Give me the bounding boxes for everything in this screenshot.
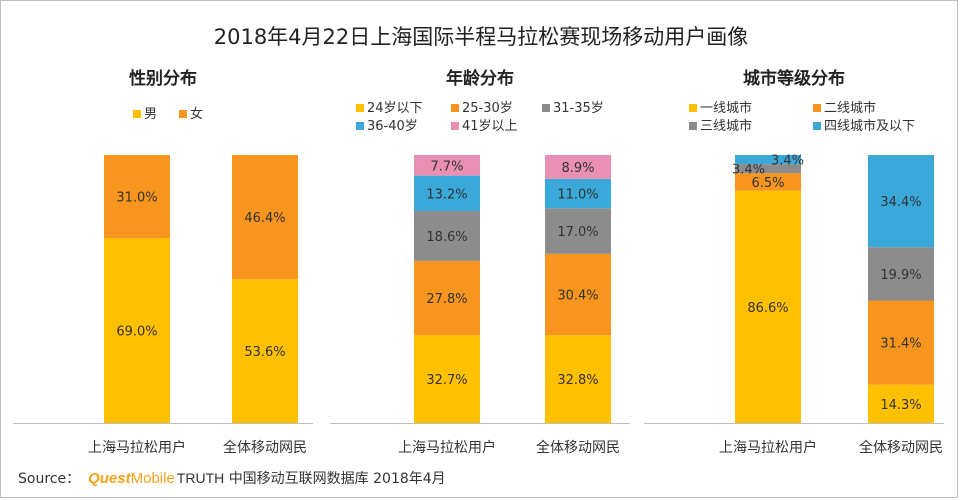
source-text: 中国移动互联网数据库 2018年4月: [228, 471, 446, 487]
source-footer: Source： QuestMobile TRUTH 中国移动互联网数据库 2018年…: [18, 468, 446, 488]
data-label: 32.8%: [557, 373, 598, 388]
data-label: 18.6%: [426, 230, 467, 245]
bar-segment: [735, 155, 801, 165]
bar-segment: [232, 279, 298, 423]
bar-segment: [104, 238, 170, 423]
bar-stack: 14.3% 31.4% 19.9% 34.4%: [868, 155, 934, 423]
legend-label: 男: [144, 107, 157, 122]
brand-truth: TRUTH: [176, 470, 225, 486]
legend-label: 41岁以上: [462, 119, 518, 134]
data-label: 86.6%: [747, 301, 788, 316]
bar-segment: [414, 335, 480, 423]
category-label: 全体移动网民: [859, 439, 943, 456]
chart-title: 性别分布: [129, 68, 197, 89]
legend-label: 36-40岁: [367, 119, 418, 134]
bar-stack: 32.8% 30.4% 17.0% 11.0% 8.9%: [545, 155, 611, 423]
category-label: 上海马拉松用户: [719, 439, 817, 456]
category-label: 全体移动网民: [223, 439, 307, 456]
bar-segment: [414, 260, 480, 336]
data-label: 13.2%: [426, 187, 467, 202]
bar-segment: [545, 178, 611, 209]
bar-segment: [104, 155, 170, 239]
source-label: Source：: [18, 471, 81, 487]
legend-label: 25-30岁: [462, 101, 513, 116]
bar-segment: [868, 155, 934, 248]
data-label: 31.0%: [116, 191, 157, 206]
data-label: 11.0%: [557, 188, 598, 203]
chart-panel-2: 年龄分布 24岁以下 25-30岁 31-35岁 36-40岁 41岁以上 32.7% 27.…: [330, 68, 630, 456]
data-label: 17.0%: [557, 225, 598, 240]
legend-label: 24岁以下: [367, 101, 423, 116]
bar-segment: [735, 190, 801, 423]
bar-stack: 32.7% 27.8% 18.6% 13.2% 7.7%: [414, 155, 480, 423]
legend-swatch: [813, 122, 821, 130]
data-label: 53.6%: [244, 345, 285, 360]
legend-swatch: [179, 110, 187, 118]
bar-segment: [868, 384, 934, 423]
legend-swatch: [813, 104, 821, 112]
legend-swatch: [356, 104, 364, 112]
figure-title: 2018年4月22日上海国际半程马拉松赛现场移动用户画像: [213, 25, 749, 49]
bar-segment: [735, 164, 801, 174]
bar-segment: [545, 253, 611, 336]
data-label: 3.4%: [771, 154, 804, 169]
legend-label: 四线城市及以下: [824, 118, 915, 134]
data-label: 32.7%: [426, 373, 467, 388]
bar-segment: [545, 208, 611, 254]
bar-segment: [545, 155, 611, 179]
legend-swatch: [451, 104, 459, 112]
bar-segment: [414, 211, 480, 261]
bar-segment: [735, 173, 801, 191]
legend-label: 三线城市: [700, 118, 752, 134]
legend-label: 二线城市: [824, 100, 876, 116]
legend: 24岁以下 25-30岁 31-35岁 36-40岁 41岁以上: [356, 101, 604, 134]
bar-stack: 86.6%6.5%3.4%3.4%: [732, 154, 804, 423]
data-label: 14.3%: [880, 398, 921, 413]
data-label: 69.0%: [116, 325, 157, 340]
legend-label: 31-35岁: [553, 101, 604, 116]
legend-label: 女: [190, 106, 203, 122]
legend-swatch: [451, 122, 459, 130]
data-label: 8.9%: [561, 161, 594, 176]
bar-segment: [414, 175, 480, 212]
chart-title: 城市等级分布: [743, 68, 845, 89]
legend: 男女: [133, 106, 203, 122]
legend-swatch: [133, 110, 141, 118]
data-label: 6.5%: [751, 176, 784, 191]
bar-segment: [545, 335, 611, 423]
bar-segment: [868, 247, 934, 301]
bar-segment: [868, 300, 934, 385]
bar-stack: 69.0% 31.0%: [104, 155, 170, 423]
data-label: 7.7%: [430, 159, 463, 174]
legend-swatch: [542, 104, 550, 112]
legend-label: 一线城市: [700, 100, 752, 116]
category-label: 上海马拉松用户: [398, 439, 496, 456]
legend-swatch: [689, 104, 697, 112]
chart-title: 年龄分布: [446, 68, 514, 89]
category-label: 上海马拉松用户: [88, 439, 186, 456]
category-label: 全体移动网民: [536, 439, 620, 456]
brand-logo: QuestMobile: [88, 470, 175, 487]
bar-stack: 53.6% 46.4%: [232, 155, 298, 423]
data-label: 34.4%: [880, 195, 921, 210]
data-label: 31.4%: [880, 337, 921, 352]
bar-segment: [414, 155, 480, 176]
legend-swatch: [689, 122, 697, 130]
data-label: 19.9%: [880, 268, 921, 283]
data-label: 46.4%: [244, 211, 285, 226]
legend-swatch: [356, 122, 364, 130]
data-label: 30.4%: [557, 288, 598, 303]
data-label: 27.8%: [426, 292, 467, 307]
data-label: 3.4%: [732, 163, 765, 178]
bar-segment: [232, 155, 298, 280]
